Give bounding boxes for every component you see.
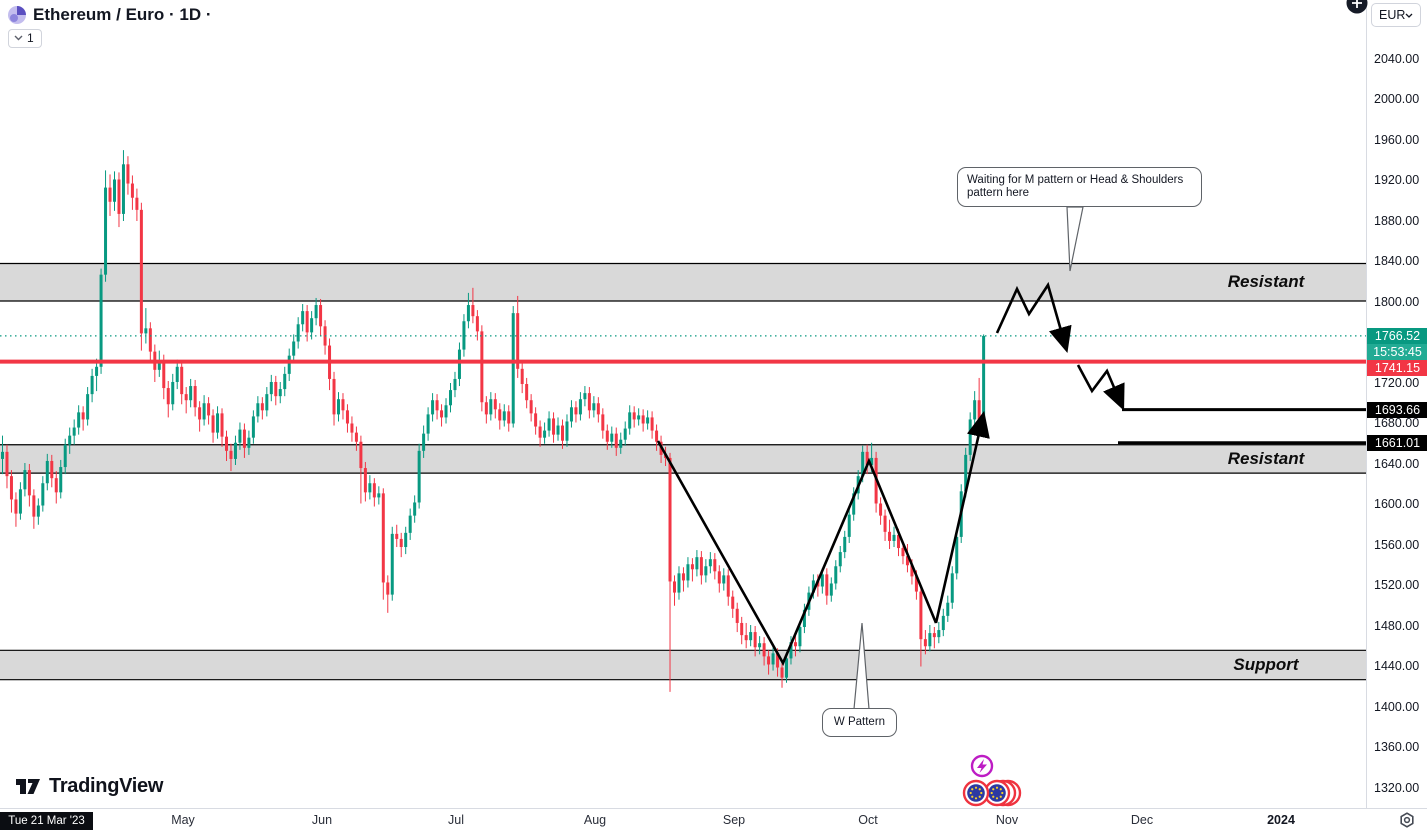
plus-button[interactable]: [1346, 0, 1368, 14]
legend-toggle-button[interactable]: 1: [8, 29, 42, 48]
price-tick-label: 1640.00: [1374, 456, 1420, 471]
ethereum-icon: [8, 6, 26, 24]
price-tick-label: 1920.00: [1374, 173, 1420, 187]
time-axis-label: Sep: [722, 813, 746, 827]
price-tick-label: 1720.00: [1374, 375, 1420, 390]
callout1-tail: [1066, 206, 1084, 272]
chart-plot-area: [0, 150, 1366, 807]
w-pattern-callout[interactable]: W Pattern: [822, 708, 897, 737]
candlestick-series: [1, 150, 986, 692]
tradingview-logo-icon: [16, 779, 40, 794]
price-tick-label: 1800.00: [1374, 294, 1420, 309]
sr-zone[interactable]: [0, 262, 1366, 302]
price-tick-label: 2000.00: [1374, 92, 1420, 106]
chart-legend: Ethereum / Euro · 1D ·: [8, 5, 212, 25]
price-tick-label: 1480.00: [1374, 618, 1420, 633]
price-tick-label: 2040.00: [1374, 51, 1420, 66]
sr-zone[interactable]: [0, 649, 1366, 681]
time-axis-label: Nov: [995, 813, 1019, 827]
time-axis-label: Oct: [858, 813, 878, 827]
price-tick-label: 1960.00: [1374, 132, 1420, 147]
price-tick-label: 1360.00: [1374, 740, 1420, 754]
m-pattern-callout[interactable]: Waiting for M pattern or Head & Shoulder…: [957, 167, 1202, 207]
black-line-price-badge: 1693.66: [1367, 401, 1427, 418]
chevron-down-icon: [14, 35, 23, 41]
symbol-title[interactable]: Ethereum / Euro · 1D ·: [33, 5, 212, 24]
price-axis[interactable]: 2040.00 2000.00 1960.00 1920.00 1880.00 1840.…: [1366, 0, 1427, 808]
support-zone-label[interactable]: Support: [1233, 654, 1299, 674]
time-axis[interactable]: Tue 21 Mar '23 May Jun Jul Aug Sep Oct Nov Dec 2…: [0, 808, 1427, 830]
bar-countdown-badge: 15:53:45: [1367, 343, 1427, 360]
eu-flag-coins-sticker-icon[interactable]: [962, 779, 1022, 807]
gear-nut-icon: [1400, 812, 1414, 828]
w-pattern-trendline[interactable]: [656, 440, 938, 666]
price-tick-label: 1840.00: [1374, 254, 1420, 268]
resistance-zone-label[interactable]: Resistant: [1227, 448, 1305, 468]
price-tick-label: 1440.00: [1374, 659, 1420, 673]
time-axis-label: Jun: [311, 813, 333, 827]
time-axis-label: May: [171, 813, 195, 827]
tradingview-logo[interactable]: TradingView: [14, 774, 163, 798]
crosshair-date-badge: Tue 21 Mar '23: [0, 812, 93, 830]
price-tick-label: 1680.00: [1374, 416, 1420, 430]
time-axis-label: 2024: [1267, 813, 1295, 827]
plus-circle-icon: [1346, 0, 1368, 14]
price-tick-label: 1400.00: [1374, 699, 1420, 714]
time-axis-settings-button[interactable]: [1397, 810, 1417, 830]
price-tick-label: 1880.00: [1374, 213, 1420, 228]
tradingview-logo-text: TradingView: [49, 774, 164, 797]
drop-projection-arrow[interactable]: [1076, 364, 1125, 411]
legend-count: 1: [27, 31, 34, 45]
time-axis-label: Aug: [583, 813, 607, 827]
price-tick-label: 1320.00: [1374, 780, 1420, 795]
currency-label: EUR: [1379, 8, 1406, 22]
time-axis-label: Jul: [448, 813, 464, 827]
price-tick-label: 1600.00: [1374, 497, 1420, 511]
price-tick-label: 1560.00: [1374, 537, 1420, 552]
resistance-zone-label[interactable]: Resistant: [1227, 272, 1305, 292]
m-pattern-projection-arrow[interactable]: [995, 281, 1072, 353]
price-tick-label: 1520.00: [1374, 578, 1420, 592]
black-line-price-badge: 1661.01: [1367, 434, 1427, 451]
currency-selector[interactable]: EUR: [1371, 3, 1421, 27]
time-axis-label: Dec: [1130, 813, 1154, 827]
red-line-price-badge: 1741.15: [1367, 359, 1427, 376]
w-breakout-arrow[interactable]: [934, 410, 990, 624]
last-price-badge: 1766.52: [1367, 327, 1427, 344]
sr-zone[interactable]: [0, 444, 1366, 474]
lightning-sticker-icon[interactable]: [970, 754, 994, 778]
chevron-down-icon: [1405, 13, 1413, 18]
